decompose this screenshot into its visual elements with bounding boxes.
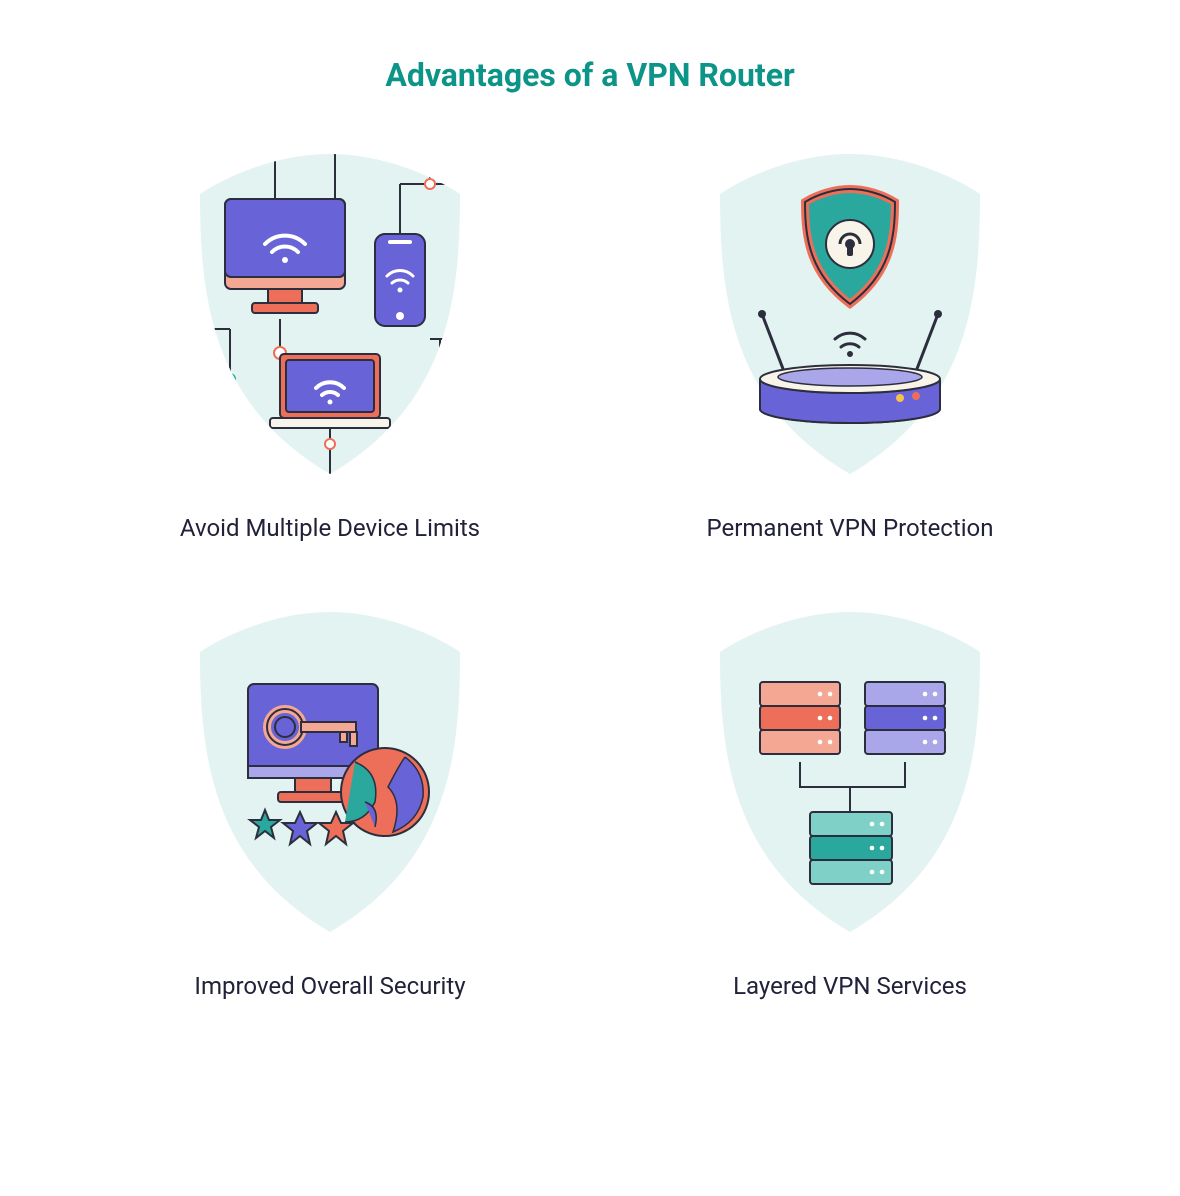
card-layered-services: Layered VPN Services — [650, 602, 1050, 1000]
card-caption: Permanent VPN Protection — [707, 514, 994, 542]
card-improved-security: Improved Overall Security — [130, 602, 530, 1000]
page-title: Advantages of a VPN Router — [385, 56, 794, 94]
server-stacks-icon — [690, 602, 1010, 942]
card-caption: Improved Overall Security — [194, 972, 465, 1000]
card-caption: Avoid Multiple Device Limits — [180, 514, 480, 542]
card-permanent-protection: Permanent VPN Protection — [650, 144, 1050, 542]
devices-network-icon — [170, 144, 490, 484]
cards-grid: Avoid Multiple Device Limits — [130, 144, 1050, 1000]
router-shield-icon — [690, 144, 1010, 484]
key-globe-icon — [170, 602, 490, 942]
card-caption: Layered VPN Services — [733, 972, 967, 1000]
card-avoid-limits: Avoid Multiple Device Limits — [130, 144, 530, 542]
